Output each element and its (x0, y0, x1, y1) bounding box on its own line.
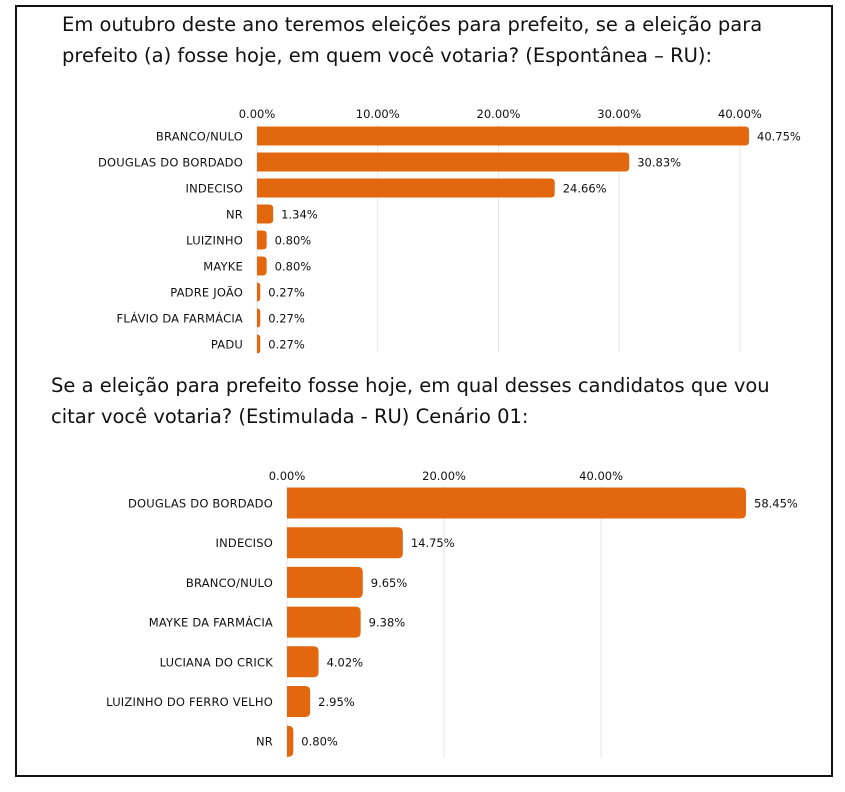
value-label: 0.27% (268, 286, 305, 300)
bar (257, 204, 274, 224)
category-label: INDECISO (216, 536, 274, 550)
value-label: 2.95% (318, 695, 355, 709)
value-label: 9.65% (371, 576, 408, 590)
value-label: 24.66% (563, 182, 607, 196)
category-label: FLÁVIO DA FARMÁCIA (117, 311, 243, 326)
value-label: 0.80% (275, 234, 312, 248)
category-label: MAYKE (203, 260, 243, 274)
value-label: 1.34% (281, 208, 318, 222)
bar (257, 308, 261, 328)
category-label: NR (256, 735, 273, 749)
chart-2-title: Se a eleição para prefeito fosse hoje, e… (51, 374, 770, 428)
x-tick-label: 20.00% (477, 107, 521, 121)
value-label: 0.27% (268, 338, 305, 352)
category-label: MAYKE DA FARMÁCIA (149, 615, 273, 630)
category-label: DOUGLAS DO BORDADO (98, 156, 243, 170)
category-label: LUCIANA DO CRICK (160, 655, 274, 669)
category-label: LUIZINHO DO FERRO VELHO (106, 695, 273, 709)
x-tick-label: 20.00% (422, 469, 466, 483)
category-label: INDECISO (186, 182, 244, 196)
category-label: BRANCO/NULO (186, 576, 273, 590)
bar (287, 725, 294, 757)
x-tick-label: 10.00% (356, 107, 400, 121)
bar (287, 606, 361, 638)
value-label: 0.80% (301, 735, 338, 749)
value-label: 9.38% (369, 616, 406, 630)
category-label: DOUGLAS DO BORDADO (128, 497, 273, 511)
value-label: 58.45% (754, 497, 798, 511)
x-tick-label: 40.00% (718, 107, 762, 121)
x-tick-label: 30.00% (597, 107, 641, 121)
bar (287, 646, 319, 678)
x-tick-label: 0.00% (239, 107, 276, 121)
x-tick-label: 0.00% (269, 469, 306, 483)
chart-1-spontaneous: 0.00% 10.00% 20.00% 30.00% 40.00% BRANCO/NULO… (98, 107, 801, 354)
value-label: 14.75% (411, 536, 455, 550)
value-label: 40.75% (757, 130, 801, 144)
bar (257, 256, 267, 276)
value-label: 0.27% (268, 312, 305, 326)
bar (287, 527, 403, 559)
value-label: 4.02% (327, 655, 364, 669)
chart-1-title: Em outubro deste ano teremos eleições pa… (62, 13, 763, 67)
bar (257, 178, 555, 198)
bar (257, 282, 261, 302)
bar (287, 566, 363, 598)
bar (257, 126, 749, 146)
category-label: BRANCO/NULO (156, 130, 243, 144)
value-label: 0.80% (275, 260, 312, 274)
bar (287, 686, 311, 717)
bar (257, 230, 267, 250)
bar (287, 487, 746, 519)
category-label: PADRE JOÃO (170, 285, 243, 300)
bar (257, 152, 630, 172)
bar (257, 334, 261, 354)
value-label: 30.83% (637, 156, 681, 170)
x-tick-label: 40.00% (579, 469, 623, 483)
category-label: PADU (211, 338, 243, 352)
category-label: NR (226, 208, 243, 222)
category-label: LUIZINHO (186, 234, 243, 248)
